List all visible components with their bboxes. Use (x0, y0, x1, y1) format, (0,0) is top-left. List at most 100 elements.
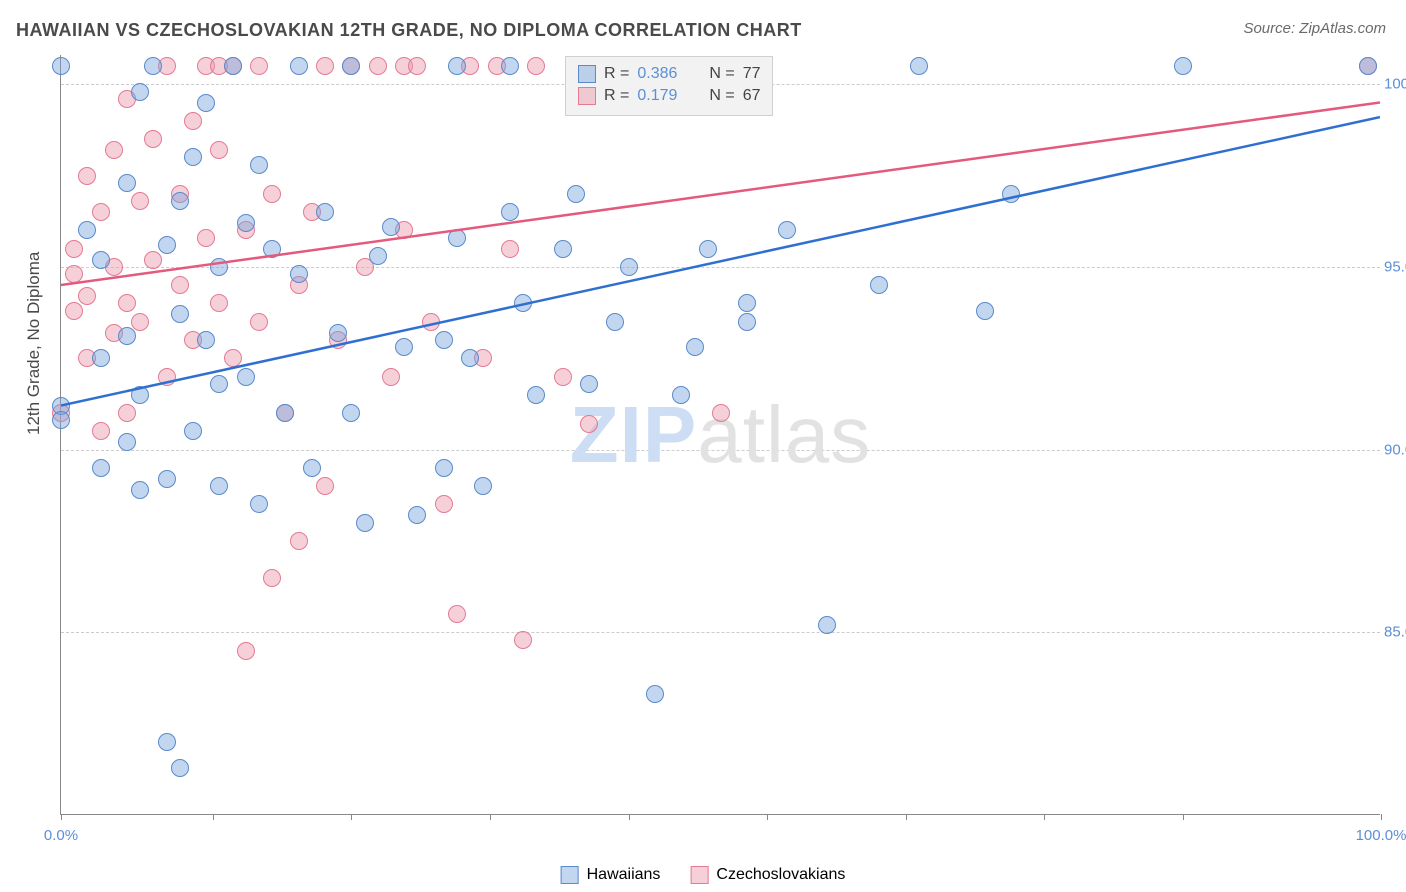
scatter-point-hawaiians (474, 477, 492, 495)
scatter-point-hawaiians (316, 203, 334, 221)
x-tick (351, 814, 352, 820)
x-tick-label: 0.0% (44, 827, 78, 844)
scatter-point-czechoslovakians (131, 192, 149, 210)
chart-title: HAWAIIAN VS CZECHOSLOVAKIAN 12TH GRADE, … (16, 20, 802, 41)
x-tick (1183, 814, 1184, 820)
scatter-point-czechoslovakians (144, 130, 162, 148)
scatter-point-czechoslovakians (158, 368, 176, 386)
scatter-point-hawaiians (92, 349, 110, 367)
y-axis-label: 12th Grade, No Diploma (24, 252, 44, 435)
scatter-point-czechoslovakians (250, 313, 268, 331)
scatter-point-hawaiians (210, 375, 228, 393)
stats-row-czechoslovakians: R =0.179N =67 (578, 85, 760, 107)
source-label: Source: ZipAtlas.com (1243, 20, 1386, 37)
x-tick (61, 814, 62, 820)
scatter-point-czechoslovakians (118, 294, 136, 312)
scatter-point-hawaiians (976, 302, 994, 320)
scatter-point-hawaiians (620, 258, 638, 276)
scatter-point-hawaiians (699, 240, 717, 258)
scatter-point-hawaiians (52, 411, 70, 429)
n-value: 77 (743, 65, 761, 83)
scatter-point-czechoslovakians (237, 642, 255, 660)
scatter-point-hawaiians (382, 218, 400, 236)
scatter-point-hawaiians (514, 294, 532, 312)
scatter-point-hawaiians (461, 349, 479, 367)
scatter-point-czechoslovakians (316, 57, 334, 75)
scatter-point-hawaiians (646, 685, 664, 703)
scatter-point-hawaiians (92, 459, 110, 477)
scatter-point-czechoslovakians (131, 313, 149, 331)
x-tick (906, 814, 907, 820)
x-tick (213, 814, 214, 820)
r-value: 0.386 (637, 65, 687, 83)
scatter-point-hawaiians (778, 221, 796, 239)
scatter-point-hawaiians (131, 386, 149, 404)
scatter-point-hawaiians (1174, 57, 1192, 75)
scatter-point-czechoslovakians (501, 240, 519, 258)
scatter-point-hawaiians (448, 57, 466, 75)
n-label: N = (709, 87, 734, 105)
trend-line-czechoslovakians (61, 102, 1380, 285)
scatter-point-czechoslovakians (210, 141, 228, 159)
scatter-point-hawaiians (580, 375, 598, 393)
scatter-point-hawaiians (910, 57, 928, 75)
scatter-point-hawaiians (342, 57, 360, 75)
scatter-point-czechoslovakians (369, 57, 387, 75)
scatter-point-hawaiians (118, 433, 136, 451)
legend-swatch-hawaiians (561, 866, 579, 884)
watermark: ZIPatlas (570, 389, 871, 481)
scatter-point-czechoslovakians (712, 404, 730, 422)
scatter-point-czechoslovakians (290, 532, 308, 550)
scatter-point-hawaiians (250, 156, 268, 174)
scatter-point-hawaiians (448, 229, 466, 247)
gridline (61, 632, 1380, 633)
scatter-point-czechoslovakians (514, 631, 532, 649)
scatter-point-hawaiians (290, 57, 308, 75)
scatter-point-hawaiians (237, 214, 255, 232)
scatter-point-hawaiians (118, 327, 136, 345)
legend-item-czechoslovakians: Czechoslovakians (690, 866, 845, 884)
scatter-point-czechoslovakians (65, 265, 83, 283)
scatter-point-hawaiians (158, 470, 176, 488)
scatter-point-czechoslovakians (78, 167, 96, 185)
bottom-legend: Hawaiians Czechoslovakians (561, 866, 846, 884)
x-tick (767, 814, 768, 820)
scatter-point-hawaiians (237, 368, 255, 386)
r-label: R = (604, 65, 629, 83)
scatter-point-hawaiians (92, 251, 110, 269)
legend-label-czechoslovakians: Czechoslovakians (716, 866, 845, 884)
scatter-point-hawaiians (818, 616, 836, 634)
scatter-point-czechoslovakians (448, 605, 466, 623)
r-value: 0.179 (637, 87, 687, 105)
scatter-point-hawaiians (171, 759, 189, 777)
stats-swatch-hawaiians (578, 65, 596, 83)
scatter-point-hawaiians (606, 313, 624, 331)
x-tick (629, 814, 630, 820)
scatter-point-hawaiians (408, 506, 426, 524)
scatter-point-hawaiians (329, 324, 347, 342)
scatter-point-hawaiians (290, 265, 308, 283)
scatter-point-hawaiians (303, 459, 321, 477)
scatter-point-czechoslovakians (92, 203, 110, 221)
scatter-point-hawaiians (263, 240, 281, 258)
scatter-point-hawaiians (501, 57, 519, 75)
y-tick-label: 90.0% (1384, 441, 1406, 458)
scatter-point-hawaiians (171, 192, 189, 210)
gridline (61, 450, 1380, 451)
scatter-point-hawaiians (342, 404, 360, 422)
scatter-point-czechoslovakians (422, 313, 440, 331)
x-tick (1381, 814, 1382, 820)
scatter-point-hawaiians (210, 258, 228, 276)
plot-area: ZIPatlas 85.0%90.0%95.0%100.0%0.0%100.0% (60, 55, 1380, 815)
y-tick-label: 85.0% (1384, 624, 1406, 641)
scatter-point-hawaiians (158, 236, 176, 254)
scatter-point-hawaiians (1002, 185, 1020, 203)
scatter-point-hawaiians (78, 221, 96, 239)
scatter-point-czechoslovakians (65, 240, 83, 258)
y-tick-label: 95.0% (1384, 258, 1406, 275)
scatter-point-hawaiians (276, 404, 294, 422)
scatter-point-czechoslovakians (408, 57, 426, 75)
scatter-point-hawaiians (171, 305, 189, 323)
scatter-point-hawaiians (356, 514, 374, 532)
scatter-point-hawaiians (144, 57, 162, 75)
